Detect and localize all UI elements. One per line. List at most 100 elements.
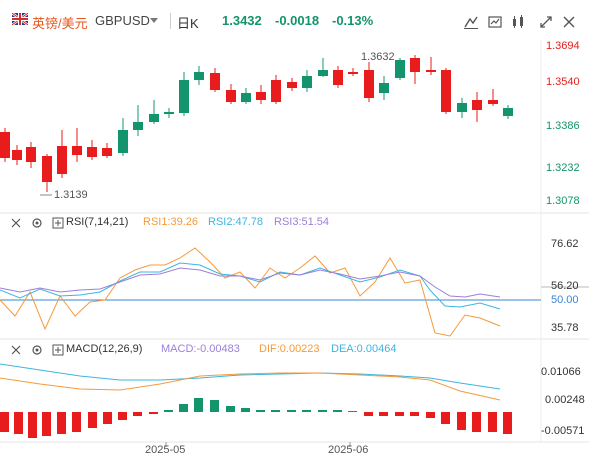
settings-icon[interactable] (31, 217, 43, 229)
macd-bar (472, 412, 481, 432)
dif-value: DIF:0.00223 (259, 343, 320, 355)
rsi3-value: RSI3:51.54 (274, 216, 330, 228)
time-axis-label: 2025-06 (328, 444, 369, 456)
symbol-name-cn[interactable]: 英镑/美元 (32, 16, 88, 31)
rsi-axis-label: 76.62 (551, 238, 579, 250)
draw-icon[interactable] (463, 14, 479, 30)
low-price-label: 1.3139 (54, 189, 88, 201)
macd-bar (302, 410, 311, 412)
macd-bar (256, 410, 265, 412)
price-axis-label: 1.3078 (546, 195, 580, 207)
candle (26, 142, 36, 168)
candle (42, 154, 52, 192)
macd-bar (14, 412, 23, 434)
last-price: 1.3432 (222, 13, 262, 28)
symbol-dropdown-icon[interactable] (150, 18, 158, 23)
macd-bar (333, 410, 342, 412)
price-axis-label: 1.3694 (546, 40, 580, 52)
symbol-code[interactable]: GBPUSD (95, 13, 150, 28)
candle (379, 76, 389, 100)
macd-value: MACD:-0.00483 (161, 343, 240, 355)
macd-bar (271, 410, 280, 412)
candle (256, 85, 266, 104)
macd-bar (364, 412, 373, 416)
candle (118, 118, 128, 156)
candle (364, 62, 374, 102)
dea-line (0, 363, 501, 390)
candle (395, 58, 405, 80)
fullscreen-icon[interactable] (538, 14, 554, 30)
macd-bar (210, 400, 219, 412)
candle (457, 98, 467, 118)
macd-axis-label: -0.00571 (541, 425, 585, 437)
macd-axis-label: 0.00248 (545, 394, 585, 406)
macd-bar (88, 412, 97, 428)
expand-icon[interactable] (52, 217, 64, 229)
macd-bar (426, 412, 435, 418)
macd-series (0, 363, 512, 438)
candle (241, 88, 251, 104)
candle (12, 145, 22, 165)
macd-bar (287, 410, 296, 412)
low-marker-line (40, 194, 52, 196)
price-axis-label: 1.3232 (546, 162, 580, 174)
uk-flag-icon (12, 13, 28, 25)
rsi2-value: RSI2:47.78 (208, 216, 264, 228)
rsi-name: RSI(7,14,21) (66, 216, 129, 228)
candle (271, 75, 281, 104)
candle (503, 105, 513, 119)
candle (179, 72, 189, 116)
macd-bar (164, 410, 173, 412)
dif-line (0, 372, 501, 401)
macd-bar (318, 410, 327, 412)
macd-bar (103, 412, 112, 424)
candle (210, 68, 220, 92)
indicator-icon[interactable] (510, 14, 526, 30)
collapse-icon[interactable] (10, 344, 22, 356)
candle (102, 143, 112, 158)
candle (333, 66, 343, 88)
candle (87, 140, 97, 160)
candle (287, 78, 297, 91)
candle (426, 57, 436, 75)
timeframe-selector[interactable]: 日K (177, 16, 199, 31)
macd-bar (0, 412, 9, 432)
macd-bar (133, 412, 142, 416)
candle (0, 128, 10, 162)
macd-bar (379, 412, 388, 416)
macd-bar (410, 412, 419, 416)
expand-icon[interactable] (52, 344, 64, 356)
rsi1-line (0, 247, 501, 337)
compare-icon[interactable] (487, 14, 503, 30)
chart-header: 英镑/美元 GBPUSD 日K 1.3432 -0.0018 -0.13% (0, 0, 589, 40)
macd-axis-label: 0.01066 (541, 366, 581, 378)
rsi-axis-label: 56.20 (551, 280, 579, 292)
high-price-label: 1.3632 (361, 51, 395, 63)
header-divider (170, 13, 171, 29)
macd-bar (149, 412, 158, 414)
candle (133, 105, 143, 136)
rsi-series (0, 247, 589, 337)
macd-bar (457, 412, 466, 430)
macd-bar (348, 411, 357, 412)
candle (57, 130, 67, 178)
close-icon[interactable] (561, 14, 577, 30)
macd-bar (226, 406, 235, 412)
rsi-axis-label: 35.78 (551, 322, 579, 334)
candle (302, 70, 312, 92)
rsi-legend: RSI(7,14,21) RSI1:39.26 RSI2:47.78 RSI3:… (0, 216, 541, 232)
candle (410, 55, 420, 84)
rsi2-line (0, 262, 501, 310)
rsi-axis-label: 50.00 (551, 294, 579, 306)
candle (164, 108, 174, 118)
collapse-icon[interactable] (10, 217, 22, 229)
candle (472, 92, 482, 122)
macd-name: MACD(12,26,9) (66, 343, 143, 355)
macd-bar (57, 412, 66, 434)
macd-bar (395, 412, 404, 416)
macd-bar (118, 412, 127, 420)
candle (72, 128, 82, 162)
settings-icon[interactable] (31, 344, 43, 356)
candlestick-series (0, 55, 513, 192)
